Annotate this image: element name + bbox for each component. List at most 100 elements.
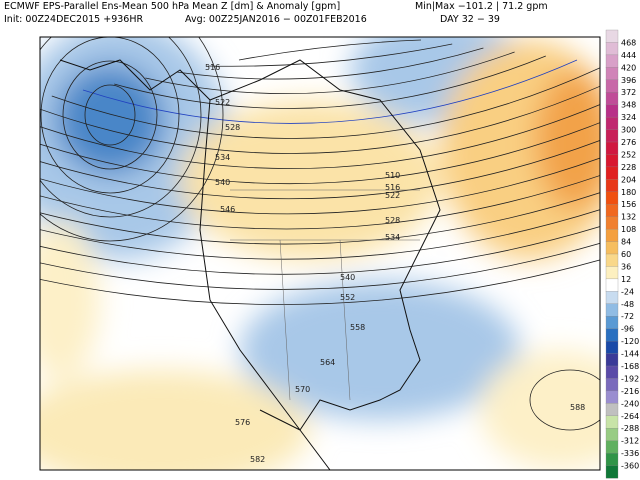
colorbar-label: -144 xyxy=(621,350,639,359)
colorbar-swatch xyxy=(605,92,619,106)
colorbar-swatch xyxy=(605,452,619,467)
contour-label: 522 xyxy=(385,191,400,200)
colorbar-label: -216 xyxy=(621,387,639,396)
colorbar-label: 156 xyxy=(621,200,636,209)
min-max: Min|Max −101.2 | 71.2 gpm xyxy=(415,1,548,12)
colorbar-label: -120 xyxy=(621,337,639,346)
colorbar-label: 300 xyxy=(621,126,636,135)
colorbar-swatch xyxy=(605,228,619,243)
colorbar-swatch xyxy=(605,79,619,93)
contour-label: 552 xyxy=(340,293,355,302)
contour-label: 522 xyxy=(215,98,230,107)
contour-label: 588 xyxy=(570,403,585,412)
contour-line xyxy=(40,242,600,290)
contour-line xyxy=(207,43,453,67)
contour-label: 546 xyxy=(220,205,235,214)
colorbar-label: -192 xyxy=(621,374,639,383)
contour-line xyxy=(40,37,180,194)
contour-line xyxy=(40,85,600,154)
colorbar-swatch xyxy=(605,253,619,267)
colorbar-label: -24 xyxy=(621,287,634,296)
colorbar-swatch xyxy=(605,303,619,317)
colorbar-label: 420 xyxy=(621,63,636,72)
colorbar-swatch xyxy=(605,316,619,330)
contour-line xyxy=(40,122,600,185)
contour-line xyxy=(238,39,422,61)
init: Init: 00Z24DEC2015 +936HR xyxy=(4,14,144,25)
contour-line xyxy=(176,47,484,80)
colorbar-swatch xyxy=(605,216,619,230)
colorbar-label: 60 xyxy=(621,250,631,259)
contour-line xyxy=(62,60,158,170)
contour-line xyxy=(40,226,600,275)
colorbar-label: 204 xyxy=(621,175,636,184)
contour-line xyxy=(40,209,600,260)
contour-line xyxy=(40,174,600,230)
contour-line xyxy=(40,140,600,200)
contour-label: 564 xyxy=(320,358,335,367)
colorbar-swatch xyxy=(605,415,619,429)
contour-line xyxy=(114,55,546,109)
colorbar-label: 348 xyxy=(621,101,636,110)
colorbar-swatch xyxy=(605,266,619,280)
colorbar-label: -312 xyxy=(621,437,639,446)
title: ECMWF EPS-Parallel Ens-Mean 500 hPa Mean… xyxy=(4,1,341,12)
colorbar-swatch xyxy=(605,428,619,442)
colorbar-label: 84 xyxy=(621,238,631,247)
colorbar-swatch xyxy=(605,29,619,43)
colorbar-label: 108 xyxy=(621,225,636,234)
colorbar-swatch xyxy=(605,340,619,355)
colorbar-swatch xyxy=(605,328,619,342)
colorbar-swatch xyxy=(605,241,619,255)
colorbar-label: -264 xyxy=(621,412,639,421)
colorbar-label: 228 xyxy=(621,163,636,172)
contour-label: 516 xyxy=(205,63,220,72)
colorbar-label: 444 xyxy=(621,51,636,60)
colorbar-swatch xyxy=(605,129,619,143)
contour-line xyxy=(40,104,600,169)
colorbar-label: 12 xyxy=(621,275,631,284)
colorbar: 468 444 420 396 372 348 324 300 276 252 228 204 180 1… xyxy=(605,29,639,479)
contour-line xyxy=(529,369,600,431)
colorbar-swatch xyxy=(605,67,619,81)
contour-label: 576 xyxy=(235,418,250,427)
colorbar-label: -72 xyxy=(621,312,634,321)
colorbar-label: 276 xyxy=(621,138,636,147)
colorbar-swatch xyxy=(605,54,619,68)
colorbar-label: 324 xyxy=(621,113,636,122)
colorbar-swatch xyxy=(605,378,619,392)
contour-line xyxy=(84,84,136,146)
colorbar-swatch xyxy=(605,465,619,479)
contour-label: 570 xyxy=(295,385,310,394)
colorbar-swatch xyxy=(605,365,619,379)
colorbar-swatch xyxy=(605,42,619,56)
colorbar-label: -240 xyxy=(621,399,639,408)
colorbar-label: 36 xyxy=(621,262,631,271)
colorbar-label: 252 xyxy=(621,150,636,159)
colorbar-label: 132 xyxy=(621,213,636,222)
contour-line xyxy=(40,259,600,305)
colorbar-label: -96 xyxy=(621,325,634,334)
contour-label: 510 xyxy=(385,171,400,180)
colorbar-label: 468 xyxy=(621,38,636,47)
colorbar-label: -336 xyxy=(621,449,639,458)
colorbar-swatch xyxy=(605,278,619,292)
colorbar-swatch xyxy=(605,204,619,218)
contour-line xyxy=(82,59,578,124)
colorbar-label: -168 xyxy=(621,362,639,371)
contour-label: 582 xyxy=(250,455,265,464)
colorbar-swatch xyxy=(605,154,619,168)
colorbar-swatch xyxy=(605,104,619,118)
contour-label: 516 xyxy=(385,183,400,192)
contour-line xyxy=(40,37,224,242)
contour-label: 528 xyxy=(385,216,400,225)
colorbar-swatch xyxy=(605,116,619,131)
avg: Avg: 00Z25JAN2016 − 00Z01FEB2016 xyxy=(185,14,367,25)
colorbar-swatch xyxy=(605,291,619,305)
contour-label: 534 xyxy=(385,233,400,242)
colorbar-swatch xyxy=(605,440,619,454)
colorbar-swatch xyxy=(605,191,619,205)
